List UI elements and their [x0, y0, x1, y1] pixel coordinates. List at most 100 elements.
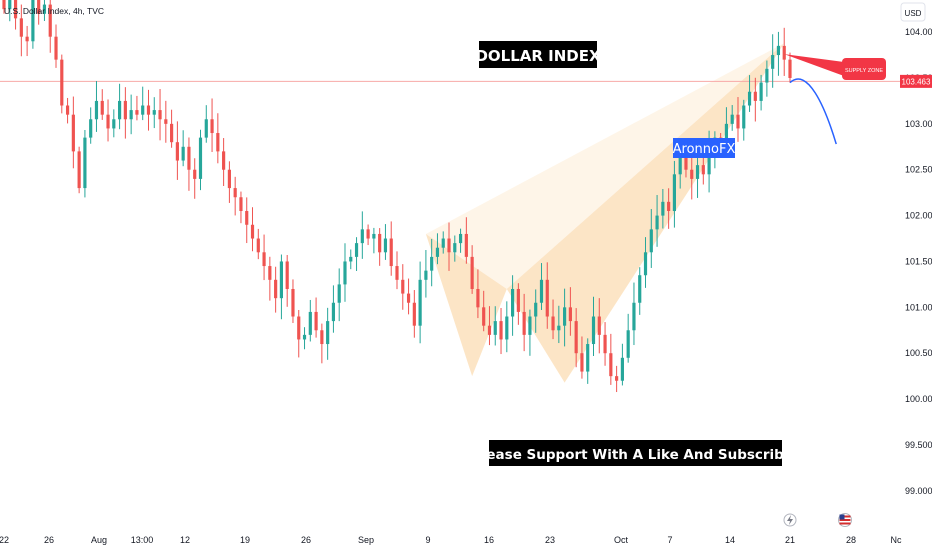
x-tick-label: 26	[44, 535, 54, 545]
candle	[366, 224, 370, 246]
us-flag-icon[interactable]	[838, 513, 852, 527]
candle	[337, 268, 341, 322]
candle	[632, 282, 636, 346]
candle	[453, 235, 457, 262]
candle	[233, 176, 237, 216]
candle	[742, 99, 746, 141]
x-tick-label: 21	[785, 535, 795, 545]
candle-body	[343, 261, 347, 285]
candle-body	[268, 266, 272, 280]
candle-body	[158, 110, 162, 120]
time-axis[interactable]: 22 26 Aug 13:00 12 19 26 Sep 9 16 23 Oct 7 14 21 28 Nc	[0, 535, 902, 545]
candle	[516, 283, 520, 325]
candle-body	[458, 233, 463, 244]
candle	[31, 0, 35, 49]
candle-body	[724, 123, 729, 147]
candle	[620, 343, 624, 386]
y-tick-label: 100.500	[905, 348, 932, 358]
candle-body	[424, 270, 428, 280]
candle-body	[198, 137, 203, 179]
candle	[667, 188, 671, 229]
candle-body	[175, 142, 179, 161]
candle	[649, 209, 653, 268]
y-tick-label: 99.500	[905, 440, 932, 450]
candle	[239, 191, 243, 224]
current-price-tag-box	[900, 74, 932, 88]
current-price-label: 103.463	[902, 77, 931, 86]
candle-body	[505, 316, 509, 340]
supply-zone-box	[842, 58, 886, 80]
candle-body	[522, 311, 526, 335]
candle	[430, 238, 434, 287]
candle	[493, 306, 497, 346]
candle	[175, 121, 179, 180]
candle-body	[245, 211, 249, 225]
candle-body	[89, 119, 93, 138]
candle-body	[516, 288, 520, 312]
candle	[106, 99, 110, 142]
candle-body	[100, 100, 104, 115]
candle-body	[48, 4, 52, 37]
x-tick-label: 22	[0, 535, 9, 545]
candle-body	[742, 105, 746, 129]
candle-body	[401, 279, 405, 294]
candle-body	[123, 100, 127, 120]
candle-body	[620, 357, 624, 381]
pattern-triangle-2	[506, 43, 785, 383]
candle	[331, 285, 336, 333]
candle-body	[753, 91, 757, 101]
candle-body	[25, 36, 29, 42]
supply-zone-pointer	[784, 54, 844, 76]
candle-body	[366, 229, 370, 239]
candle	[603, 322, 607, 366]
candle	[256, 228, 260, 260]
y-tick-label: 100.000	[905, 394, 932, 404]
candle	[424, 250, 428, 298]
candle	[458, 228, 463, 253]
candle	[626, 313, 630, 363]
candle	[470, 245, 474, 294]
candle	[314, 297, 318, 338]
currency-badge-box[interactable]	[900, 2, 926, 22]
candle	[372, 227, 376, 254]
candle-body	[759, 82, 763, 101]
title-banner-box	[479, 41, 597, 68]
candle	[615, 365, 619, 393]
candle	[643, 237, 648, 288]
candle-body	[412, 302, 416, 326]
candle-body	[187, 146, 191, 170]
candle-body	[510, 288, 515, 317]
candle-body	[210, 119, 214, 134]
candle	[661, 188, 665, 229]
pattern-triangle-1	[425, 233, 507, 377]
candle-body	[222, 151, 226, 170]
candle	[170, 109, 174, 148]
candle-body	[285, 261, 289, 289]
candle	[268, 256, 272, 301]
pattern-body	[425, 43, 785, 289]
candle-body	[42, 4, 47, 14]
candle-body	[146, 105, 151, 115]
candle	[13, 0, 18, 30]
candle	[152, 97, 156, 129]
candle-body	[470, 256, 474, 289]
candle	[48, 0, 52, 53]
x-tick-label: 16	[484, 535, 494, 545]
currency-badge[interactable]: USD	[900, 2, 926, 22]
candle	[505, 301, 509, 353]
candle	[65, 97, 70, 124]
symbol-legend: U.S. Dollar Index, 4h, TVC	[4, 6, 104, 16]
candle-body	[782, 45, 786, 60]
candle-body	[776, 45, 781, 56]
candle-body	[216, 133, 220, 152]
y-tick-label: 103.000	[905, 119, 932, 129]
candle	[522, 293, 526, 352]
candle-body	[302, 334, 307, 340]
candle	[736, 97, 740, 142]
candle-body	[129, 110, 133, 120]
candle-body	[349, 256, 353, 262]
candle-body	[695, 165, 700, 179]
lightning-icon[interactable]	[783, 513, 797, 527]
x-tick-label: 12	[180, 535, 190, 545]
